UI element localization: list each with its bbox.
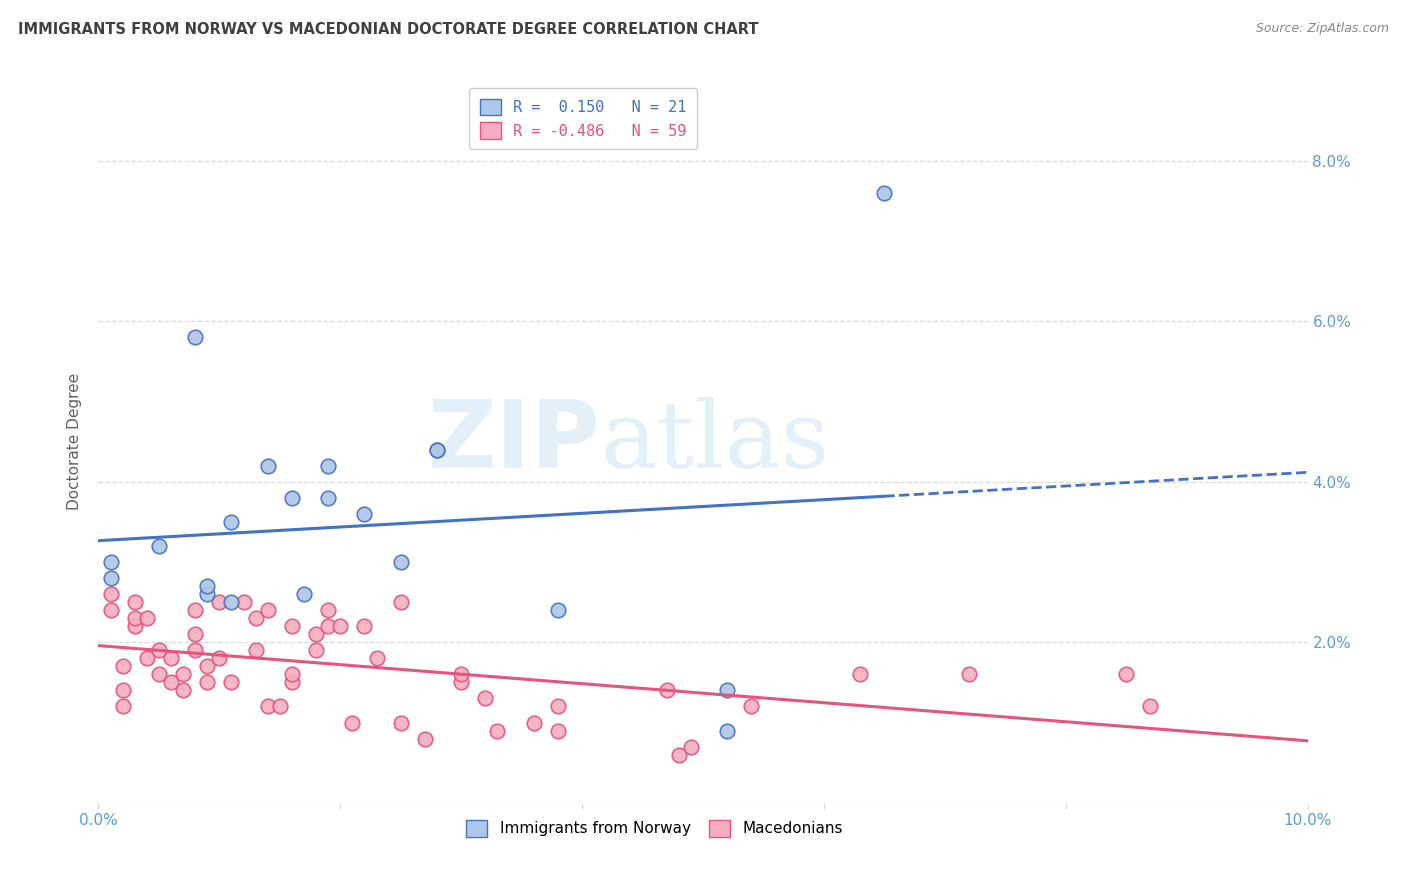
Point — [655, 683, 678, 698]
Point — [100, 587, 122, 601]
Point — [100, 555, 122, 569]
Point — [208, 651, 231, 665]
Point — [111, 659, 134, 673]
Point — [873, 186, 896, 200]
Point — [221, 675, 243, 690]
Text: ZIP: ZIP — [427, 395, 600, 488]
Point — [245, 643, 267, 657]
Point — [160, 675, 183, 690]
Point — [232, 595, 254, 609]
Point — [547, 699, 569, 714]
Point — [221, 595, 243, 609]
Point — [389, 595, 412, 609]
Point — [292, 587, 315, 601]
Point — [316, 458, 339, 473]
Point — [679, 739, 702, 754]
Point — [208, 595, 231, 609]
Point — [547, 723, 569, 738]
Point — [316, 491, 339, 505]
Point — [474, 691, 496, 706]
Point — [849, 667, 872, 681]
Point — [245, 611, 267, 625]
Point — [668, 747, 690, 762]
Point — [195, 579, 218, 593]
Point — [195, 675, 218, 690]
Point — [366, 651, 388, 665]
Point — [316, 603, 339, 617]
Point — [184, 627, 207, 641]
Text: Source: ZipAtlas.com: Source: ZipAtlas.com — [1256, 22, 1389, 36]
Point — [342, 715, 364, 730]
Point — [148, 539, 170, 553]
Text: atlas: atlas — [600, 397, 830, 486]
Point — [124, 619, 146, 633]
Point — [195, 659, 218, 673]
Point — [389, 715, 412, 730]
Point — [256, 699, 278, 714]
Point — [256, 458, 278, 473]
Point — [305, 627, 328, 641]
Point — [1115, 667, 1137, 681]
Point — [111, 683, 134, 698]
Point — [716, 683, 738, 698]
Point — [413, 731, 436, 746]
Point — [716, 723, 738, 738]
Point — [160, 651, 183, 665]
Point — [195, 587, 218, 601]
Point — [100, 571, 122, 585]
Point — [100, 603, 122, 617]
Point — [329, 619, 352, 633]
Point — [172, 667, 194, 681]
Point — [124, 611, 146, 625]
Point — [426, 442, 449, 457]
Text: IMMIGRANTS FROM NORWAY VS MACEDONIAN DOCTORATE DEGREE CORRELATION CHART: IMMIGRANTS FROM NORWAY VS MACEDONIAN DOC… — [18, 22, 759, 37]
Point — [353, 507, 375, 521]
Legend: Immigrants from Norway, Macedonians: Immigrants from Norway, Macedonians — [457, 811, 852, 846]
Y-axis label: Doctorate Degree: Doctorate Degree — [67, 373, 83, 510]
Point — [740, 699, 762, 714]
Point — [1139, 699, 1161, 714]
Point — [111, 699, 134, 714]
Point — [353, 619, 375, 633]
Point — [281, 491, 304, 505]
Point — [281, 675, 304, 690]
Point — [148, 643, 170, 657]
Point — [450, 667, 472, 681]
Point — [184, 603, 207, 617]
Point — [256, 603, 278, 617]
Point — [523, 715, 546, 730]
Point — [305, 643, 328, 657]
Point — [184, 643, 207, 657]
Point — [172, 683, 194, 698]
Point — [281, 667, 304, 681]
Point — [486, 723, 509, 738]
Point — [148, 667, 170, 681]
Point — [426, 442, 449, 457]
Point — [184, 330, 207, 344]
Point — [269, 699, 291, 714]
Point — [281, 619, 304, 633]
Point — [124, 595, 146, 609]
Point — [389, 555, 412, 569]
Point — [221, 515, 243, 529]
Point — [316, 619, 339, 633]
Point — [135, 651, 157, 665]
Point — [135, 611, 157, 625]
Point — [547, 603, 569, 617]
Point — [450, 675, 472, 690]
Point — [957, 667, 980, 681]
